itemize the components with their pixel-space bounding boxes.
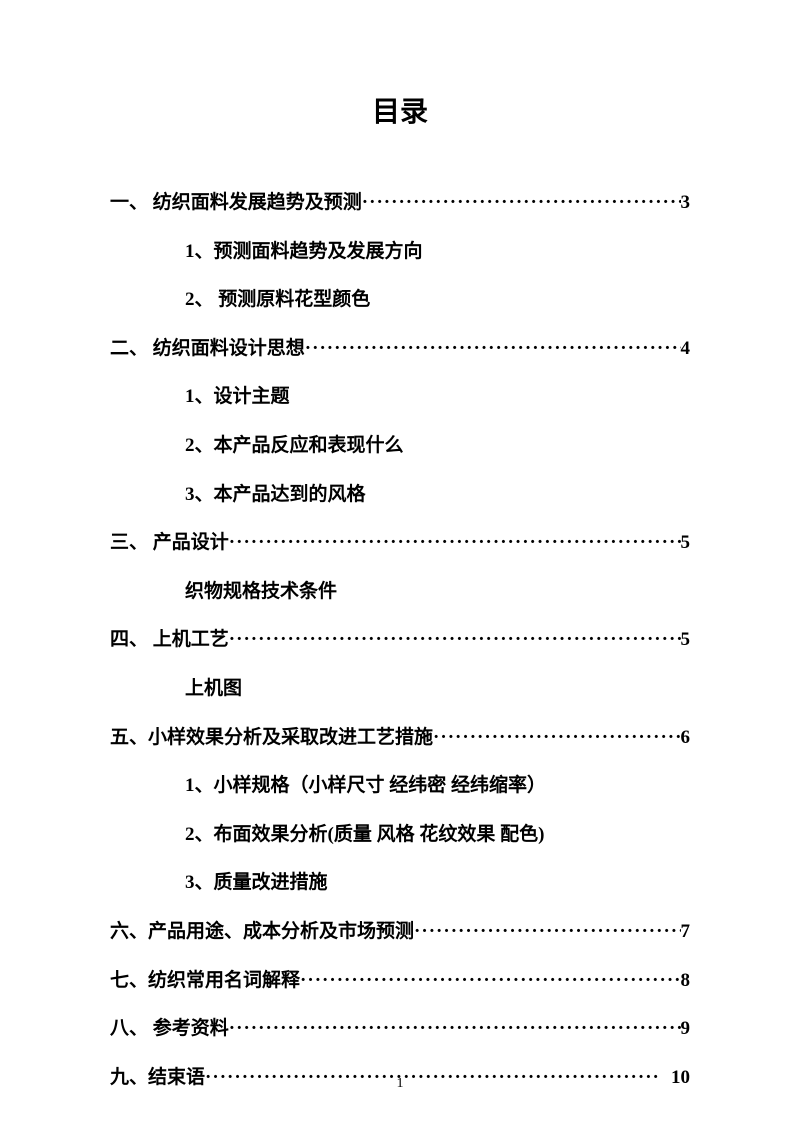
- toc-entry-page: 7: [681, 919, 691, 946]
- toc-sub-entry: 1、设计主题: [110, 384, 690, 411]
- toc-entry-dots: ········································…: [362, 190, 681, 217]
- toc-entry-dots: ········································…: [229, 627, 681, 654]
- toc-sub-entry: 上机图: [110, 676, 690, 703]
- toc-sub-entry: 3、本产品达到的风格: [110, 482, 690, 509]
- toc-main-entry: 七、纺织常用名词解释······························…: [110, 968, 690, 995]
- toc-sub-entry: 2、 预测原料花型颜色: [110, 287, 690, 314]
- toc-entry-label: 五、小样效果分析及采取改进工艺措施: [110, 725, 433, 752]
- toc-sub-entry: 1、小样规格（小样尺寸 经纬密 经纬缩率）: [110, 773, 690, 800]
- toc-main-entry: 八、 参考资料·································…: [110, 1016, 690, 1043]
- toc-entry-dots: ········································…: [305, 336, 681, 363]
- toc-entry-dots: ········································…: [300, 968, 680, 995]
- toc-entry-label: 八、 参考资料: [110, 1016, 229, 1043]
- toc-entry-dots: ········································…: [229, 1016, 681, 1043]
- toc-entry-dots: ········································…: [433, 725, 680, 752]
- toc-entry-label: 七、纺织常用名词解释: [110, 968, 300, 995]
- toc-entry-dots: ········································…: [414, 919, 680, 946]
- toc-entry-page: 3: [681, 190, 691, 217]
- toc-sub-entry: 2、本产品反应和表现什么: [110, 433, 690, 460]
- toc-container: 一、 纺织面料发展趋势及预测··························…: [110, 190, 690, 1091]
- toc-entry-label: 三、 产品设计: [110, 530, 229, 557]
- toc-main-entry: 一、 纺织面料发展趋势及预测··························…: [110, 190, 690, 217]
- toc-main-entry: 三、 产品设计·································…: [110, 530, 690, 557]
- toc-main-entry: 六、产品用途、成本分析及市场预测························…: [110, 919, 690, 946]
- toc-sub-entry: 2、布面效果分析(质量 风格 花纹效果 配色): [110, 822, 690, 849]
- toc-main-entry: 四、 上机工艺·································…: [110, 627, 690, 654]
- toc-sub-entry: 织物规格技术条件: [110, 579, 690, 606]
- toc-main-entry: 五、小样效果分析及采取改进工艺措施·······················…: [110, 725, 690, 752]
- toc-sub-entry: 3、质量改进措施: [110, 870, 690, 897]
- toc-sub-entry: 1、预测面料趋势及发展方向: [110, 239, 690, 266]
- toc-entry-label: 一、 纺织面料发展趋势及预测: [110, 190, 362, 217]
- toc-entry-page: 5: [681, 530, 691, 557]
- toc-main-entry: 二、 纺织面料设计思想·····························…: [110, 336, 690, 363]
- toc-entry-page: 6: [681, 725, 691, 752]
- toc-entry-page: 5: [681, 627, 691, 654]
- toc-entry-dots: ········································…: [229, 530, 681, 557]
- page-number: 1: [0, 1076, 800, 1092]
- toc-entry-label: 二、 纺织面料设计思想: [110, 336, 305, 363]
- toc-entry-label: 四、 上机工艺: [110, 627, 229, 654]
- toc-entry-page: 4: [681, 336, 691, 363]
- toc-entry-page: 9: [681, 1016, 691, 1043]
- toc-entry-page: 8: [681, 968, 691, 995]
- toc-title: 目录: [110, 90, 690, 130]
- toc-entry-label: 六、产品用途、成本分析及市场预测: [110, 919, 414, 946]
